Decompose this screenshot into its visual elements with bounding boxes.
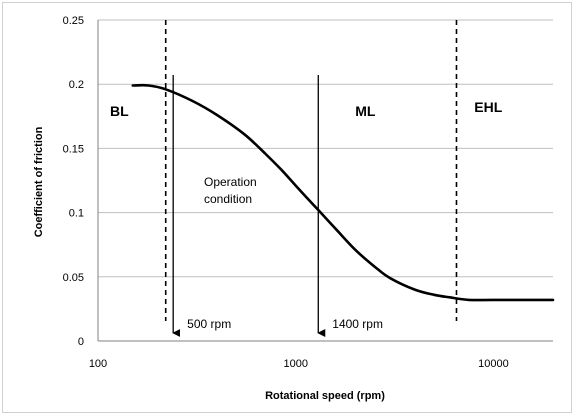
y-tick-label: 0.25 bbox=[63, 15, 84, 27]
x-axis-title: Rotational speed (rpm) bbox=[265, 390, 385, 402]
x-tick-label: 1000 bbox=[283, 358, 307, 370]
y-tick-label: 0.05 bbox=[63, 272, 84, 284]
y-tick-label: 0.2 bbox=[69, 79, 84, 91]
grid-lines bbox=[98, 19, 553, 278]
y-tick-label: 0.1 bbox=[69, 208, 84, 220]
friction-curve bbox=[131, 83, 555, 302]
chart-frame bbox=[2, 2, 572, 413]
x-tick-labels: 100 1000 10000 bbox=[89, 358, 509, 370]
arrow-label: 1400 rpm bbox=[332, 317, 383, 331]
annotation-line-1: Operation bbox=[204, 175, 257, 189]
y-tick-labels: 0 0.05 0.1 0.15 0.2 0.25 bbox=[63, 15, 84, 348]
y-tick-label: 0 bbox=[78, 336, 84, 348]
arrow-label: 500 rpm bbox=[187, 317, 231, 331]
x-tick-label: 10000 bbox=[478, 358, 509, 370]
y-axis-title: Coefficient of friction bbox=[33, 126, 45, 237]
region-label: BL bbox=[110, 103, 129, 119]
y-tick-label: 0.15 bbox=[63, 143, 84, 155]
operating-arrows: 500 rpm 1400 rpm bbox=[172, 75, 383, 337]
region-label: EHL bbox=[474, 99, 502, 115]
regime-labels: BL ML EHL bbox=[110, 99, 503, 119]
regime-boundaries bbox=[164, 20, 458, 321]
region-label: ML bbox=[355, 103, 376, 119]
annotation-line-2: condition bbox=[204, 192, 252, 206]
x-tick-label: 100 bbox=[89, 358, 107, 370]
